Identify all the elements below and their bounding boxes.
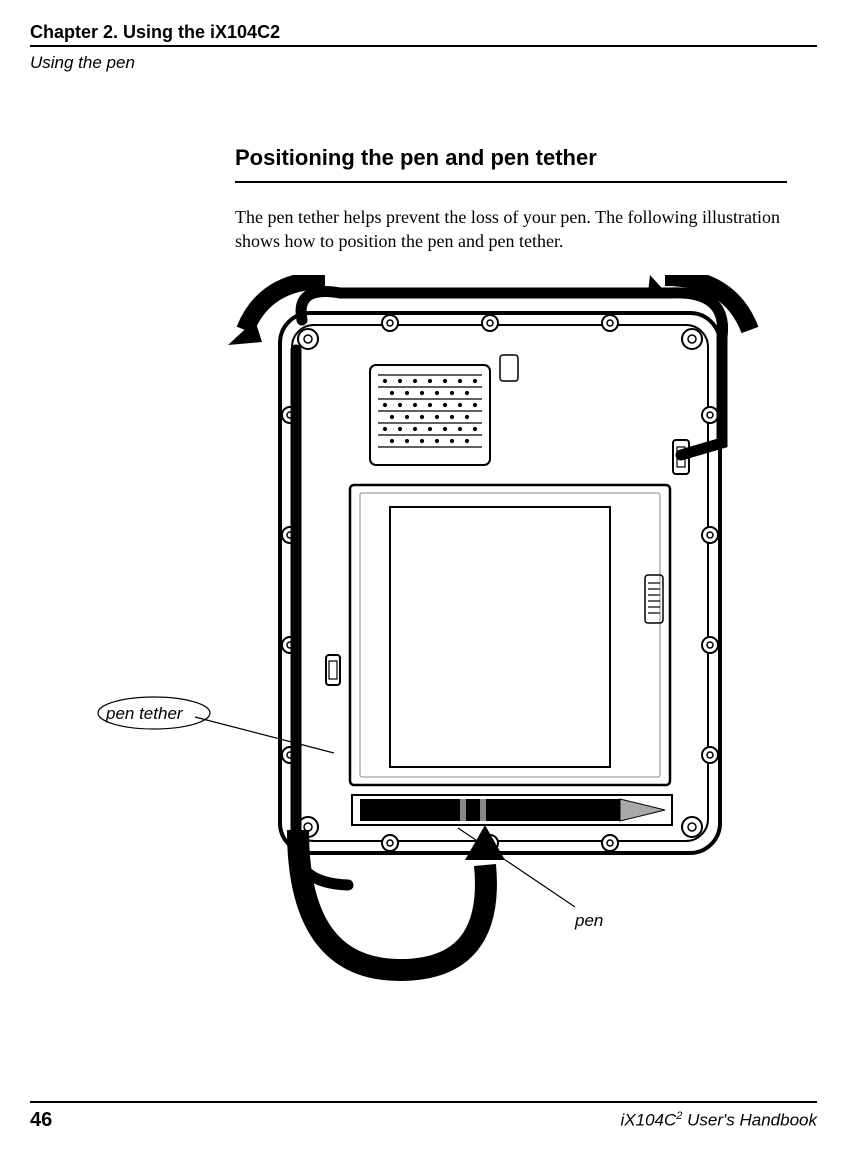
handbook-prefix: iX104C [621,1111,677,1130]
page-number: 46 [30,1109,52,1132]
chapter-title: Chapter 2. Using the iX104C2 [30,22,817,47]
device-illustration: pen tether pen [90,275,770,1005]
body-paragraph: The pen tether helps prevent the loss of… [235,205,787,254]
handbook-title: iX104C2 User's Handbook [621,1110,817,1131]
device-svg [90,275,770,1005]
callout-pen-tether: pen tether [106,704,183,724]
header-subtitle: Using the pen [30,53,817,73]
section-heading: Positioning the pen and pen tether [235,145,787,183]
handbook-suffix: User's Handbook [682,1111,817,1130]
callout-pen: pen [575,911,603,931]
